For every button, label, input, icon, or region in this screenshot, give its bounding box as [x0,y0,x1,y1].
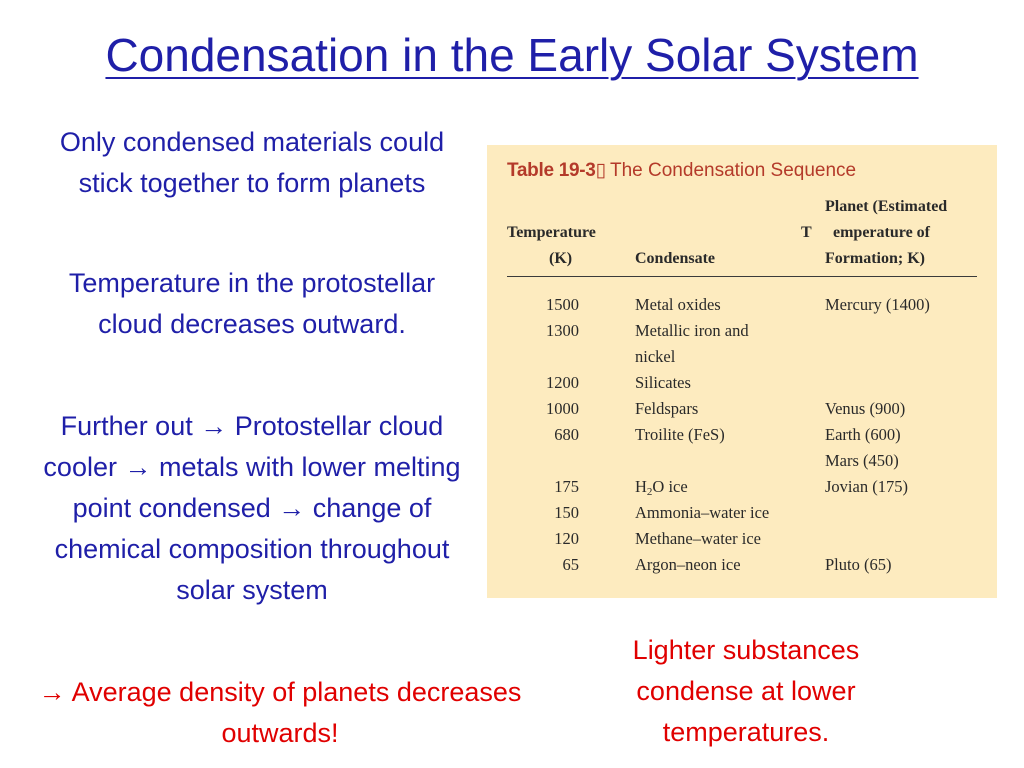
header-planet-t: T [801,224,812,241]
cell-temp: 1000 [546,399,579,418]
h2o-h: H [635,477,647,496]
cell-temp: 1200 [546,373,579,392]
cell-condensate: Methane–water ice [635,529,761,548]
cell-planet: Mercury (1400) [825,295,930,314]
header-temperature-unit: (K) [549,250,573,267]
cell-condensate: Silicates [635,373,691,392]
cell-planet: Venus (900) [825,399,906,418]
cell-condensate: Metal oxides [635,295,721,314]
cell-condensate: Troilite (FeS) [635,425,725,444]
text-lighter-substances: Lighter substances condense at lower tem… [632,635,860,747]
table-number: Table 19-3 [507,160,596,181]
cell-planet: Jovian (175) [825,477,908,496]
cell-temp: 175 [554,477,579,496]
cell-condensate: Ammonia–water ice [635,503,770,522]
table-title-glyph: ▯ [595,160,606,181]
cell-temp: 680 [554,425,579,444]
cell-temp: 120 [554,529,579,548]
h2o-rest: O ice [652,477,688,496]
text-average-density: → Average density of planets decreases o… [38,677,522,748]
cell-condensate: nickel [635,347,676,366]
text-further-out: Further out → Protostellar cloud cooler … [43,411,461,605]
text-condensed-materials: Only condensed materials could stick tog… [59,127,445,198]
header-planet-line3: Formation; K) [825,250,925,267]
condensation-table: Table 19-3▯ The Condensation Sequence Tem… [487,145,997,598]
table-caption: The Condensation Sequence [610,160,857,181]
cell-condensate: H2O ice [635,474,688,505]
h2o-subscript: 2 [646,486,653,498]
slide-title: Condensation in the Early Solar System [105,29,919,81]
cell-temp: 1500 [546,295,579,314]
cell-condensate: Argon–neon ice [635,555,741,574]
cell-planet: Pluto (65) [825,555,892,574]
header-temperature: Temperature [507,224,596,241]
cell-condensate: Feldspars [635,399,699,418]
cell-planet: Earth (600) [825,425,901,444]
cell-temp: 150 [554,503,579,522]
header-condensate: Condensate [635,250,716,267]
table-title: Table 19-3▯ The Condensation Sequence [507,159,856,182]
header-planet-line2: emperature of [833,224,930,241]
text-temperature-decreases: Temperature in the protostellar cloud de… [68,268,436,339]
cell-planet: Mars (450) [825,451,899,470]
cell-condensate: Metallic iron and [635,321,749,340]
header-divider [507,276,977,277]
header-planet-line1: Planet (Estimated [825,198,948,215]
cell-temp: 1300 [546,321,579,340]
cell-temp: 65 [562,555,580,574]
